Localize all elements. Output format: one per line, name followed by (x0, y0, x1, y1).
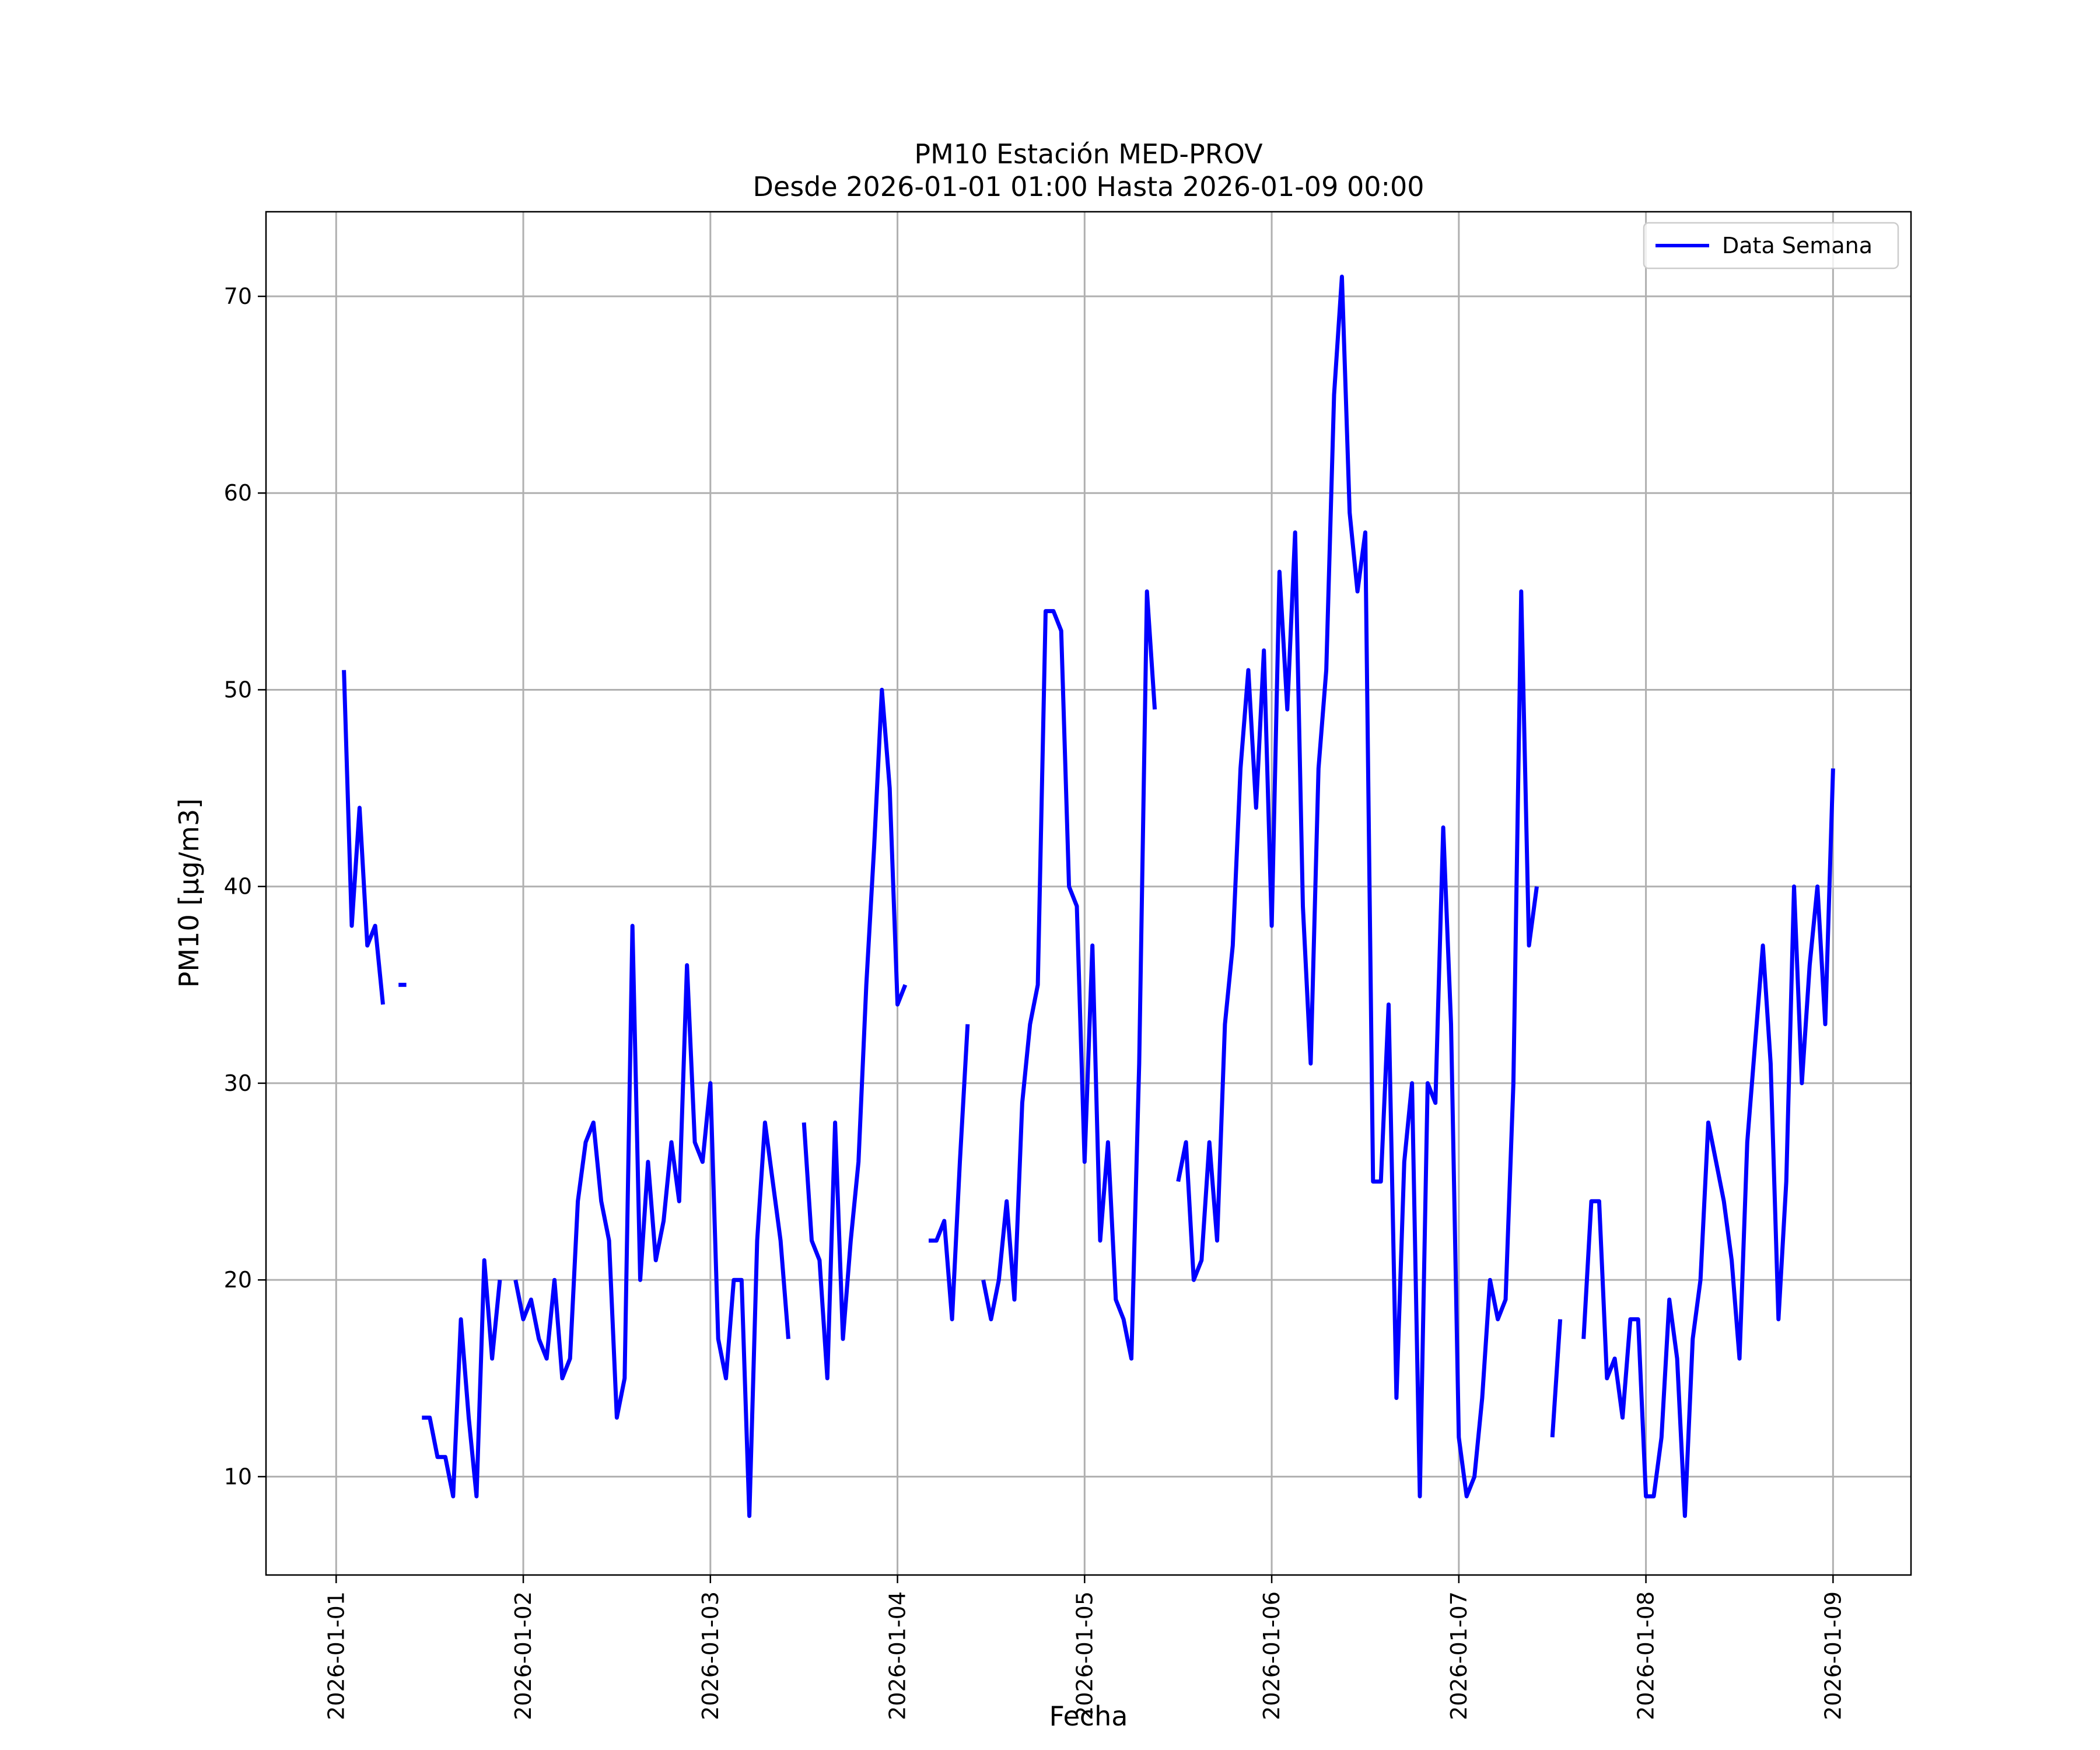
x-tick-label: 2026-01-04 (885, 1591, 911, 1720)
x-tick-label: 2026-01-09 (1820, 1591, 1846, 1720)
x-tick-label: 2026-01-05 (1072, 1591, 1097, 1720)
legend-box (1643, 222, 1899, 270)
series-line-segment (1176, 274, 1539, 1499)
y-tick-label: 60 (224, 480, 252, 506)
chart-title: PM10 Estación MED-PROV (914, 138, 1263, 170)
series-line-segment (513, 923, 790, 1518)
legend-label: Data Semana (1722, 233, 1873, 258)
y-tick-label: 10 (224, 1464, 252, 1489)
series-line-segment (929, 1024, 970, 1322)
y-tick-label: 20 (224, 1267, 252, 1293)
x-tick-label: 2026-01-06 (1259, 1591, 1284, 1720)
y-tick-label: 40 (224, 874, 252, 900)
x-tick-label: 2026-01-07 (1446, 1591, 1472, 1720)
y-tick-label: 50 (224, 677, 252, 702)
series-line-segment (342, 670, 385, 1005)
y-tick-label: 30 (224, 1070, 252, 1096)
legend: Data Semana (1643, 222, 1899, 270)
y-axis-label: PM10 [μg/m3] (173, 799, 205, 988)
x-tick-label: 2026-01-02 (510, 1591, 536, 1720)
x-tick-label: 2026-01-03 (698, 1591, 723, 1720)
series-line-segment (802, 688, 908, 1381)
series-line-segment (981, 589, 1157, 1361)
x-tick-label: 2026-01-08 (1633, 1591, 1659, 1720)
chart-subtitle: Desde 2026-01-01 01:00 Hasta 2026-01-09 … (752, 171, 1424, 202)
series-line-segment (1550, 1319, 1563, 1438)
series-line-segment (422, 1258, 502, 1499)
axis-ticks: 2026-01-01 2026-01-02 2026-01-03 2026-01-04… (224, 284, 1846, 1720)
x-axis-label: Fecha (1049, 1700, 1128, 1732)
y-tick-label: 70 (224, 284, 252, 309)
plot-area (266, 212, 1911, 1575)
series-data-semana (342, 274, 1835, 1518)
series-line-segment (1581, 768, 1835, 1518)
plot-frame (265, 211, 1912, 1576)
x-tick-label: 2026-01-01 (323, 1591, 349, 1720)
